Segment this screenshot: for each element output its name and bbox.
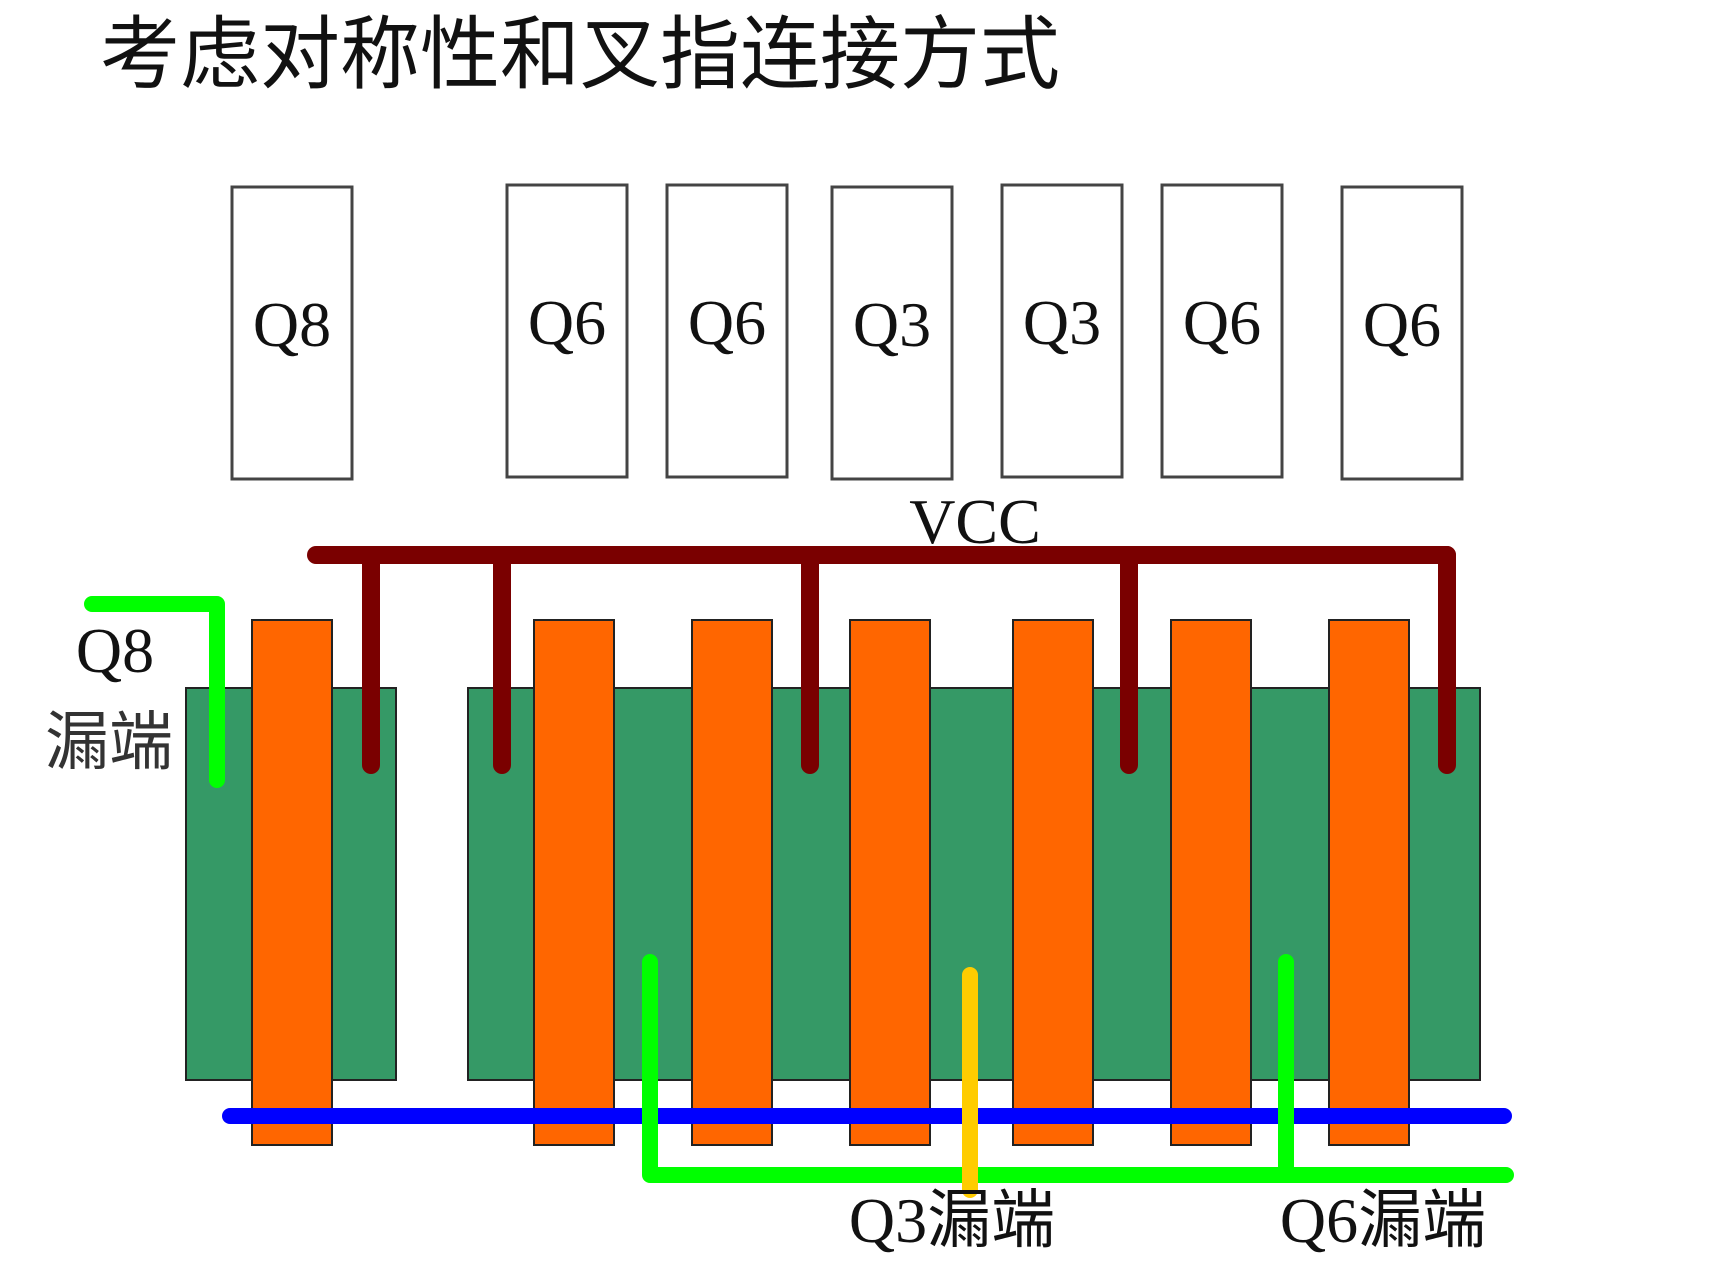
transistor-box-label: Q3 <box>1023 287 1101 358</box>
q8-drain-label-suffix: 漏端 <box>45 706 173 780</box>
gate-finger <box>1012 619 1094 1146</box>
transistor-box: Q3 <box>830 185 954 481</box>
drain-wire-green <box>642 954 1514 1183</box>
transistor-box: Q6 <box>505 183 629 479</box>
transistor-box: Q6 <box>1340 185 1464 481</box>
gate-finger <box>533 619 615 1146</box>
transistor-box: Q3 <box>1000 183 1124 479</box>
transistor-box: Q6 <box>665 183 789 479</box>
page-title: 考虑对称性和叉指连接方式 <box>100 8 1060 101</box>
transistor-box-label: Q8 <box>253 289 331 360</box>
transistor-box-label: Q6 <box>1183 287 1261 358</box>
gate-finger <box>849 619 931 1146</box>
gate-finger <box>1328 619 1410 1146</box>
transistor-box-label: Q6 <box>528 287 606 358</box>
gate-finger <box>251 619 333 1146</box>
q8-drain-label-prefix: Q8 <box>76 615 154 686</box>
vcc-rail <box>307 546 1456 774</box>
gate-fingers <box>251 619 1410 1146</box>
gate-finger <box>691 619 773 1146</box>
q3-drain-label: Q3漏端 <box>849 1185 1055 1256</box>
gate-finger <box>1170 619 1252 1146</box>
q8-drain-wire <box>84 596 225 788</box>
transistor-box: Q8 <box>230 185 354 481</box>
q6-drain-label: Q6漏端 <box>1280 1185 1486 1256</box>
transistor-box-label: Q6 <box>1363 289 1441 360</box>
transistor-box-row: Q8 Q6 Q6 Q3 Q3 Q6 Q6 <box>230 183 1464 481</box>
vcc-label: VCC <box>909 486 1041 557</box>
transistor-box: Q6 <box>1160 183 1284 479</box>
transistor-box-label: Q6 <box>688 287 766 358</box>
transistor-box-label: Q3 <box>853 289 931 360</box>
